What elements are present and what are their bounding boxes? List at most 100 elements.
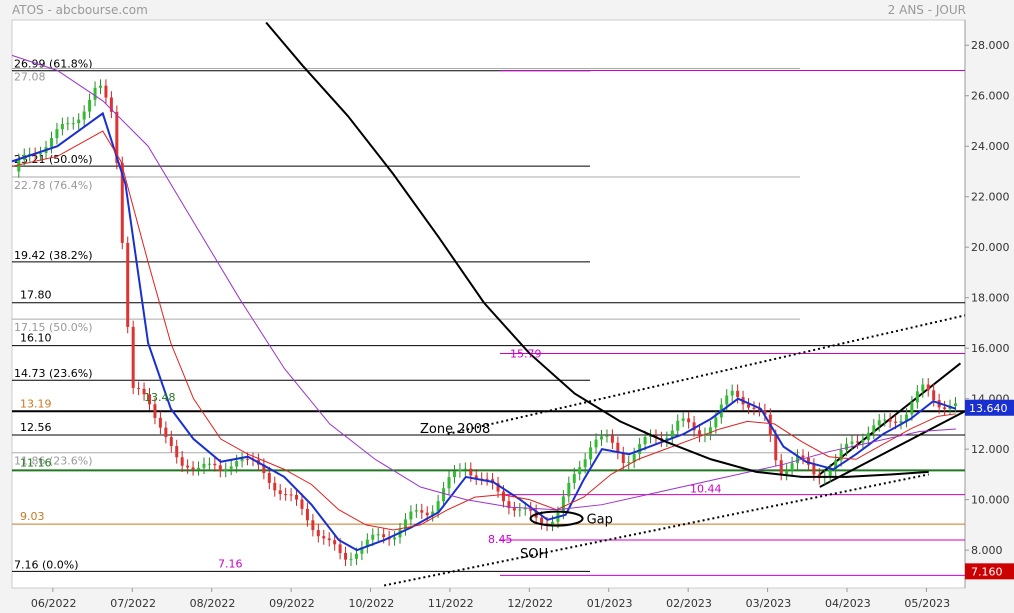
candle-body xyxy=(752,407,756,409)
candle-body xyxy=(458,469,462,472)
horizontal-level-label: 12.56 xyxy=(20,421,52,434)
candle-body xyxy=(474,475,478,479)
fib-gray-label: 27.08 xyxy=(14,70,46,83)
fib-gray-label: 11.86 (23.6%) xyxy=(14,455,93,468)
candle-body xyxy=(60,123,64,130)
candle-body xyxy=(796,455,800,464)
candle-body xyxy=(93,87,97,100)
candle-body xyxy=(142,388,146,395)
candle-body xyxy=(431,511,435,516)
candle-body xyxy=(66,123,70,125)
candle-body xyxy=(894,421,898,423)
candle-body xyxy=(469,468,473,476)
candle-body xyxy=(420,510,424,513)
fib-level-label: 7.16 (0.0%) xyxy=(14,558,79,571)
candle-body xyxy=(877,420,881,426)
horizontal-level-label: 11.16 xyxy=(20,456,52,469)
candle-body xyxy=(670,430,674,438)
x-tick-label: 01/2023 xyxy=(587,597,633,610)
last-price-label: 13.640 xyxy=(969,402,1008,415)
candle-body xyxy=(218,465,222,472)
moving-average-line xyxy=(265,21,929,478)
candle-body xyxy=(169,437,173,447)
candle-body xyxy=(507,501,511,509)
candle-body xyxy=(273,482,277,491)
candle-body xyxy=(638,444,642,455)
candle-body xyxy=(300,499,304,509)
candle-body xyxy=(828,470,832,477)
candle-body xyxy=(447,477,451,489)
annotation-13-48: 13.48 xyxy=(144,391,176,404)
candle-body xyxy=(915,391,919,403)
candle-body xyxy=(845,443,849,450)
candle-body xyxy=(442,488,446,502)
y-tick-label: 10.000 xyxy=(971,494,1010,507)
candle-body xyxy=(698,430,702,436)
candle-body xyxy=(120,162,124,243)
candle-body xyxy=(246,458,250,460)
candle-body xyxy=(148,394,152,405)
candle-body xyxy=(926,384,930,391)
fib-gray-label: 22.78 (76.4%) xyxy=(14,179,93,192)
x-tick-label: 03/2023 xyxy=(746,597,792,610)
candle-body xyxy=(512,508,516,511)
candle-body xyxy=(240,458,244,462)
low-marker-tag xyxy=(965,563,1014,580)
candle-body xyxy=(371,534,375,540)
last-price-tag xyxy=(965,399,1014,416)
candle-body xyxy=(589,447,593,460)
upper-trend-dotted xyxy=(447,314,966,435)
candle-body xyxy=(692,422,696,431)
x-tick-label: 08/2022 xyxy=(190,597,236,610)
candle-body xyxy=(649,435,653,438)
candle-body xyxy=(763,410,767,415)
x-tick-label: 11/2022 xyxy=(428,597,474,610)
candle-body xyxy=(180,457,184,466)
candle-body xyxy=(436,501,440,512)
y-tick-label: 28.000 xyxy=(971,39,1010,52)
candle-body xyxy=(382,534,386,538)
candle-body xyxy=(932,390,936,401)
y-tick-label: 16.000 xyxy=(971,342,1010,355)
y-tick-label: 12.000 xyxy=(971,443,1010,456)
candle-body xyxy=(676,420,680,431)
candle-body xyxy=(17,159,21,172)
candle-body xyxy=(953,403,957,406)
candle-body xyxy=(806,457,810,465)
candle-body xyxy=(414,510,418,512)
candle-body xyxy=(229,466,233,469)
candle-body xyxy=(904,414,908,422)
annotation-8-45: 8.45 xyxy=(488,533,513,546)
candle-body xyxy=(425,512,429,516)
candle-body xyxy=(496,483,500,492)
fib-level-label: 26.99 (61.8%) xyxy=(14,58,93,71)
moving-average-line xyxy=(11,130,956,531)
moving-average-line xyxy=(11,111,957,552)
candle-body xyxy=(98,85,102,88)
candle-body xyxy=(28,153,32,155)
x-tick-label: 04/2023 xyxy=(825,597,871,610)
horizontal-level-label: 16.10 xyxy=(20,332,52,345)
candle-body xyxy=(790,463,794,471)
candle-body xyxy=(202,463,206,468)
candle-body xyxy=(393,537,397,540)
candle-body xyxy=(643,437,647,445)
candle-body xyxy=(730,390,734,396)
candle-body xyxy=(88,99,92,112)
candle-body xyxy=(883,419,887,421)
candle-body xyxy=(899,421,903,423)
candle-body xyxy=(305,508,309,521)
candle-body xyxy=(175,446,179,458)
candle-body xyxy=(872,425,876,433)
y-tick-label: 18.000 xyxy=(971,292,1010,305)
candle-body xyxy=(289,494,293,496)
horizontal-level-label: 13.19 xyxy=(20,397,52,410)
candle-body xyxy=(545,523,549,525)
candle-body xyxy=(550,521,554,525)
candle-body xyxy=(888,419,892,422)
candle-body xyxy=(850,441,854,444)
x-tick-label: 02/2023 xyxy=(666,597,712,610)
candle-body xyxy=(910,402,914,415)
